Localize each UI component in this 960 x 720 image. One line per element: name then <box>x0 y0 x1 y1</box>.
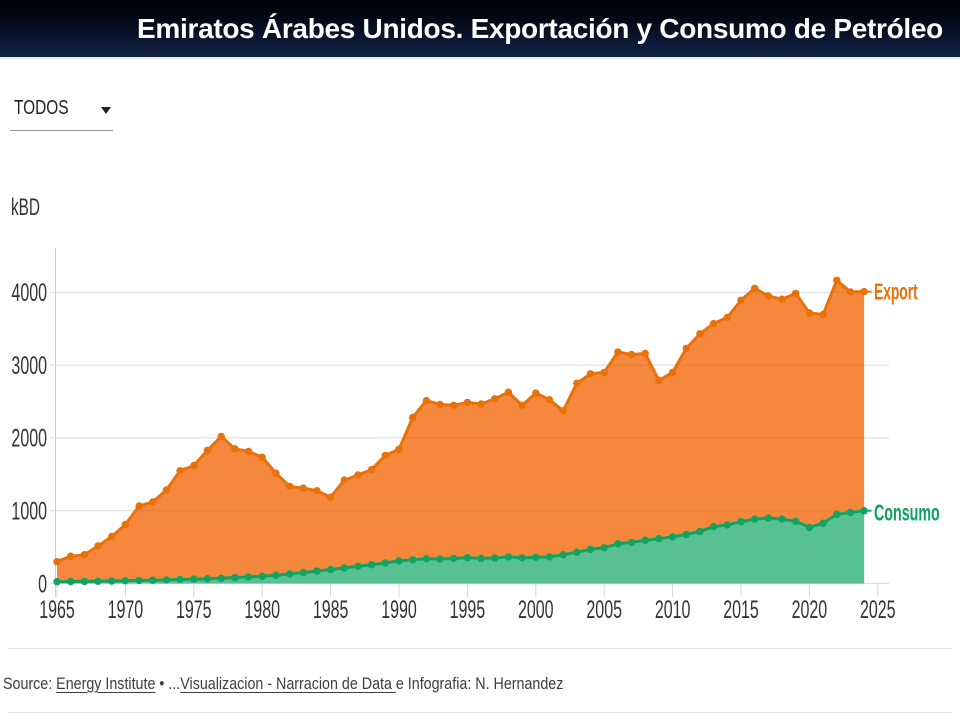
svg-text:2005: 2005 <box>586 597 622 624</box>
svg-text:1980: 1980 <box>244 597 280 624</box>
svg-text:1985: 1985 <box>313 597 349 624</box>
svg-text:4000: 4000 <box>11 280 47 307</box>
svg-text:1000: 1000 <box>11 498 47 525</box>
svg-text:2020: 2020 <box>792 597 828 624</box>
svg-text:1995: 1995 <box>450 597 486 624</box>
svg-text:2015: 2015 <box>723 597 759 624</box>
svg-text:2000: 2000 <box>518 597 554 624</box>
svg-text:1965: 1965 <box>39 597 75 624</box>
svg-text:2010: 2010 <box>655 597 691 624</box>
svg-text:3000: 3000 <box>11 352 47 379</box>
svg-text:Export: Export <box>874 280 918 305</box>
svg-text:2025: 2025 <box>860 597 896 624</box>
svg-text:1975: 1975 <box>176 597 212 624</box>
svg-text:1990: 1990 <box>381 597 417 624</box>
svg-text:2000: 2000 <box>11 425 47 452</box>
svg-text:0: 0 <box>38 571 47 598</box>
svg-text:Consumo: Consumo <box>874 501 940 526</box>
svg-text:1970: 1970 <box>108 597 144 624</box>
